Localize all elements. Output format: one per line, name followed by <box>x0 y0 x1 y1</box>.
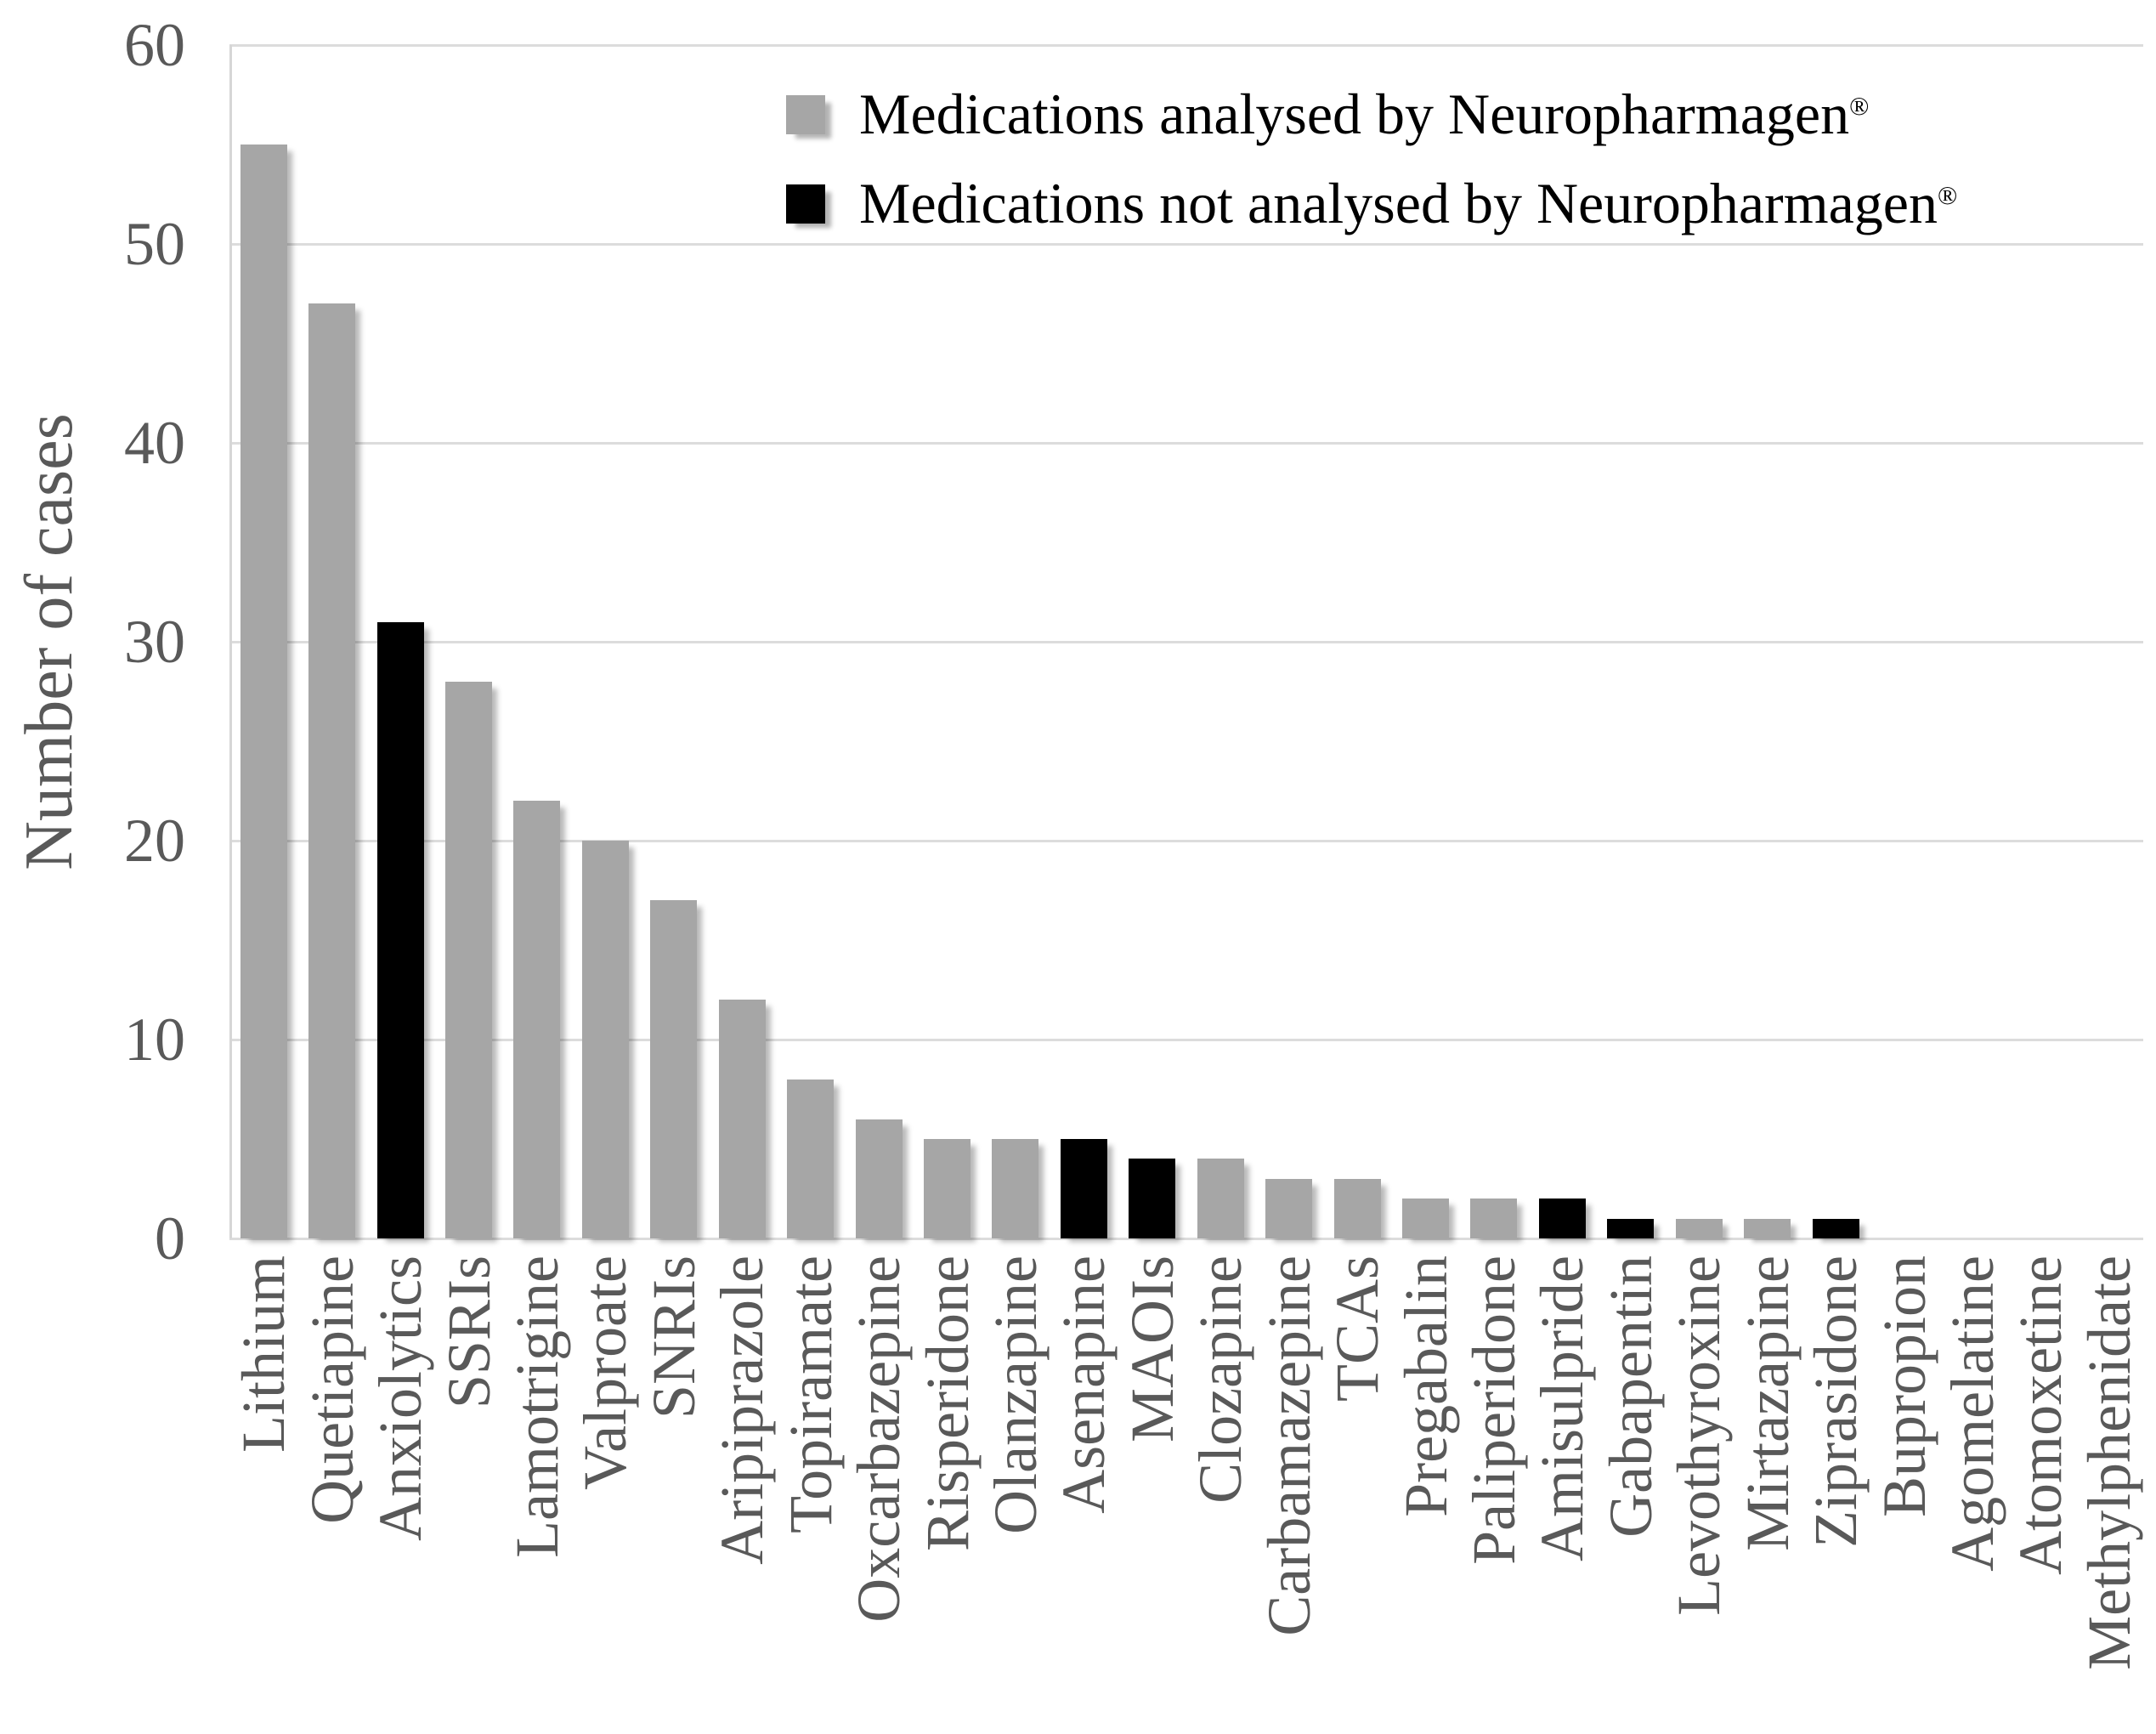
bar-asenapine <box>1060 1139 1107 1238</box>
y-tick-label-40: 40 <box>124 409 185 477</box>
plot-area <box>229 43 2143 1240</box>
legend-swatch-analysed <box>786 94 825 134</box>
y-tick-label-0: 0 <box>155 1204 185 1272</box>
bar-pregabalin <box>1402 1198 1449 1238</box>
legend-label-analysed-text: Medications analysed by Neuropharmagen <box>859 82 1850 146</box>
legend-label-not-analysed: Medications not analysed by Neuropharmag… <box>859 170 1957 237</box>
legend-item-analysed: Medications analysed by Neuropharmagen® <box>786 70 1957 159</box>
bar-quetiapine <box>308 303 356 1238</box>
bar-maois <box>1129 1159 1176 1238</box>
y-tick-label-20: 20 <box>124 807 185 875</box>
bar-levothyroxine <box>1675 1218 1723 1238</box>
bar-lithium <box>240 144 287 1238</box>
x-tick-label-atomoxetine: Atomoxetine <box>2006 1255 2075 1575</box>
y-tick-label-10: 10 <box>124 1006 185 1074</box>
bar-valproate <box>581 841 629 1238</box>
x-tick-label-oxcarbazepine: Oxcarbazepine <box>845 1255 914 1623</box>
x-tick-label-topiramate: Topiramate <box>776 1255 845 1533</box>
x-tick-label-paliperidone: Paliperidone <box>1459 1255 1528 1565</box>
x-tick-label-asenapine: Asenapine <box>1050 1255 1118 1514</box>
bar-carbamazepine <box>1265 1178 1313 1238</box>
gridline-10 <box>229 1038 2143 1041</box>
bar-oxcarbazepine <box>855 1119 903 1238</box>
x-tick-label-snris: SNRIs <box>639 1255 708 1420</box>
gridline-30 <box>229 640 2143 643</box>
gridline-60 <box>229 43 2143 47</box>
x-tick-label-carbamazepine: Carbamazepine <box>1254 1255 1323 1636</box>
bar-clozapine <box>1197 1159 1244 1238</box>
gridline-0 <box>229 1237 2143 1240</box>
legend-item-not-analysed: Medications not analysed by Neuropharmag… <box>786 159 1957 248</box>
x-tick-label-lithium: Lithium <box>229 1255 298 1453</box>
x-tick-label-aripiprazole: Aripiprazole <box>708 1255 777 1565</box>
x-tick-label-gabapentin: Gabapentin <box>1596 1255 1665 1538</box>
x-tick-label-risperidone: Risperidone <box>913 1255 982 1551</box>
x-tick-label-olanzapine: Olanzapine <box>981 1255 1050 1534</box>
registered-trademark-icon: ® <box>1849 91 1870 121</box>
legend: Medications analysed by Neuropharmagen® … <box>786 70 1957 248</box>
bar-mirtazapine <box>1744 1218 1791 1238</box>
legend-swatch-not-analysed <box>786 184 825 224</box>
x-tick-label-amisulpride: Amisulpride <box>1528 1255 1597 1561</box>
y-axis-line <box>229 45 232 1238</box>
legend-label-analysed: Medications analysed by Neuropharmagen® <box>859 81 1869 148</box>
x-tick-label-clozapine: Clozapine <box>1186 1255 1255 1504</box>
bar-aripiprazole <box>718 1000 766 1238</box>
bar-gabapentin <box>1607 1218 1655 1238</box>
gridline-50 <box>229 242 2143 246</box>
x-tick-label-valproate: Valproate <box>571 1255 640 1490</box>
gridline-20 <box>229 839 2143 842</box>
x-tick-label-anxiolytics: Anxiolytics <box>366 1255 435 1541</box>
x-tick-label-ssris: SSRIs <box>434 1255 503 1409</box>
bar-lamotrigine <box>513 801 561 1238</box>
bar-snris <box>650 900 698 1238</box>
bar-olanzapine <box>992 1139 1039 1238</box>
gridline-40 <box>229 441 2143 445</box>
bar-anxiolytics <box>376 621 424 1238</box>
bar-risperidone <box>924 1139 970 1238</box>
x-tick-label-bupropion: Bupropion <box>1870 1255 1938 1518</box>
x-tick-label-tcas: TCAs <box>1323 1255 1392 1402</box>
bar-amisulpride <box>1538 1198 1586 1238</box>
x-tick-label-agomelatine: Agomelatine <box>1938 1255 2006 1572</box>
bar-topiramate <box>787 1079 835 1238</box>
x-tick-label-ziprasidone: Ziprasidone <box>1802 1255 1870 1548</box>
x-tick-label-quetiapine: Quetiapine <box>297 1255 366 1524</box>
y-tick-label-60: 60 <box>124 11 185 79</box>
y-tick-label-30: 30 <box>124 608 185 676</box>
x-tick-label-lamotrigine: Lamotrigine <box>502 1255 571 1558</box>
bar-ssris <box>445 681 492 1238</box>
bar-ziprasidone <box>1812 1218 1859 1238</box>
x-tick-label-maois: MAOIs <box>1118 1255 1186 1443</box>
registered-trademark-icon: ® <box>1937 180 1958 210</box>
x-tick-label-methylphenidate: Methylphenidate <box>2074 1255 2143 1670</box>
bar-tcas <box>1333 1178 1381 1238</box>
x-tick-label-mirtazapine: Mirtazapine <box>1733 1255 1802 1551</box>
y-tick-label-50: 50 <box>124 210 185 278</box>
bar-paliperidone <box>1470 1198 1518 1238</box>
x-tick-label-pregabalin: Pregabalin <box>1391 1255 1460 1517</box>
x-tick-label-levothyroxine: Levothyroxine <box>1665 1255 1734 1616</box>
legend-label-not-analysed-text: Medications not analysed by Neuropharmag… <box>859 171 1938 235</box>
